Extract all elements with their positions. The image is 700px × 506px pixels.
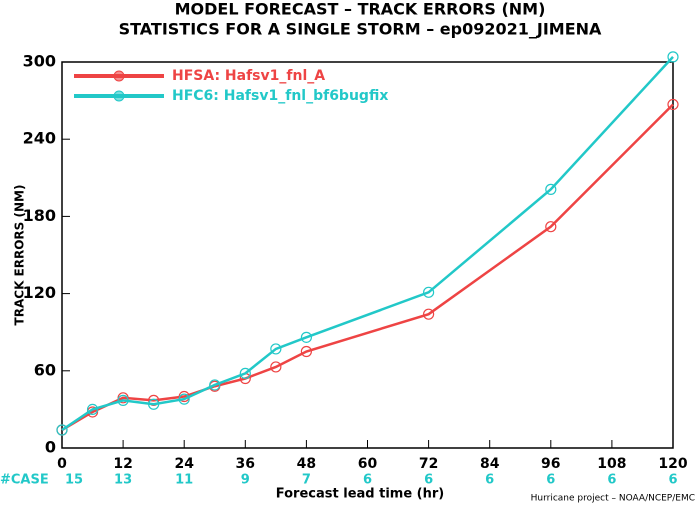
credit: Hurricane project – NOAA/NCEP/EMC [531, 494, 695, 504]
point [270, 343, 282, 355]
case-count: 9 [241, 473, 250, 488]
case-count: 6 [363, 473, 372, 488]
x-tick-label: 108 [597, 456, 626, 472]
x-tick-label: 24 [174, 456, 194, 472]
chart-subtitle: STATISTICS FOR A SINGLE STORM – ep092021… [119, 20, 602, 39]
y-tick-label: 0 [45, 438, 56, 457]
point [545, 221, 557, 233]
case-label: #CASE [0, 473, 49, 488]
x-tick-label: 0 [57, 456, 67, 472]
x-tick-label: 120 [658, 456, 687, 472]
point [148, 398, 160, 410]
y-tick-label: 60 [34, 360, 56, 379]
legend-label: HFSA: Hafsv1_fnl_A [172, 68, 325, 84]
case-count: 11 [175, 473, 193, 488]
case-count: 13 [114, 473, 132, 488]
chart-title: MODEL FORECAST – TRACK ERRORS (NM) [175, 0, 546, 19]
x-tick-label: 84 [480, 456, 500, 472]
point [667, 98, 679, 111]
legend-label: HFC6: Hafsv1_fnl_bf6bugfix [172, 88, 388, 104]
point [178, 393, 190, 405]
legend-marker [113, 70, 125, 82]
case-count: 6 [424, 473, 433, 488]
x-tick-label: 72 [419, 456, 438, 472]
legend-marker [113, 90, 125, 102]
y-axis-label: TRACK ERRORS (NM) [13, 185, 27, 326]
point [545, 183, 557, 195]
y-tick-label: 120 [23, 283, 56, 302]
case-count: 15 [65, 473, 83, 488]
x-tick-label: 48 [297, 456, 316, 472]
x-tick-label: 36 [236, 456, 255, 472]
point [667, 51, 679, 63]
y-tick-label: 240 [23, 129, 56, 148]
x-tick-label: 96 [541, 456, 560, 472]
point [209, 379, 221, 391]
point [300, 331, 312, 343]
case-count: 6 [607, 473, 616, 488]
x-tick-label: 12 [113, 456, 132, 472]
point [423, 308, 435, 320]
point [56, 424, 68, 436]
case-count: 6 [668, 473, 677, 488]
point [423, 286, 435, 298]
case-count: 6 [485, 473, 494, 488]
y-tick-label: 300 [23, 52, 56, 71]
point [117, 394, 129, 406]
point [117, 392, 129, 404]
x-axis-label: Forecast lead time (hr) [276, 487, 444, 502]
x-tick-label: 60 [358, 456, 378, 472]
point [239, 367, 251, 379]
point [270, 361, 282, 373]
case-count: 7 [302, 473, 311, 488]
point [300, 345, 312, 358]
case-count: 6 [546, 473, 555, 488]
point [86, 403, 99, 415]
y-tick-label: 180 [23, 206, 56, 225]
